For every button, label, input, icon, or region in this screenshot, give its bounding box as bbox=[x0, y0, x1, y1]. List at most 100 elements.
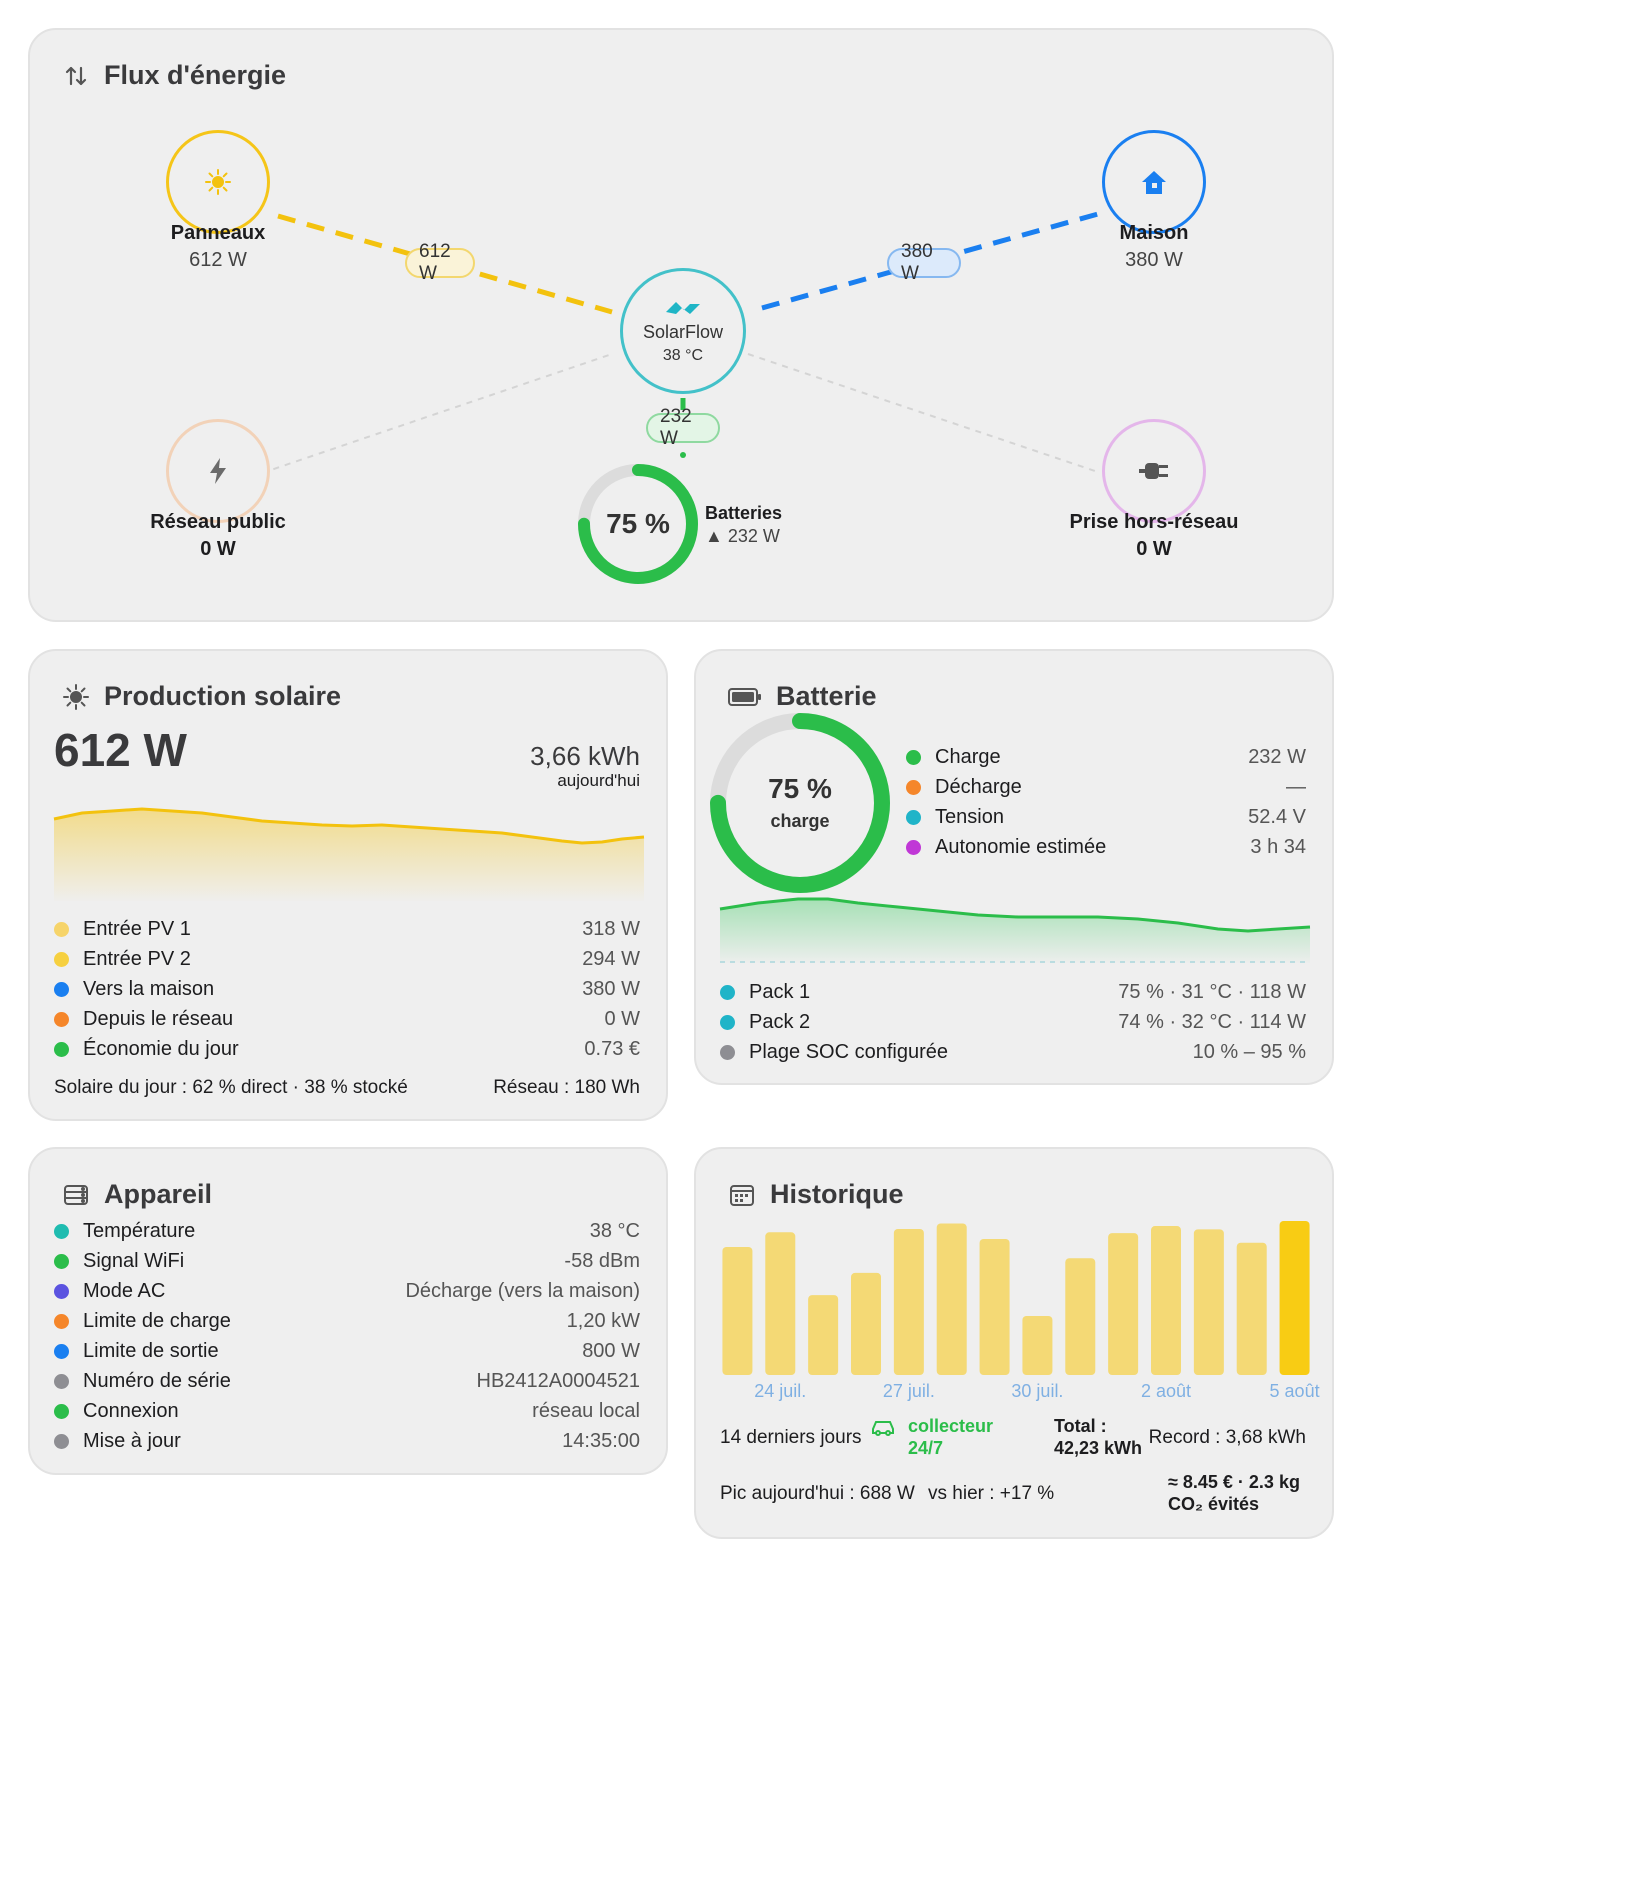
history-bar[interactable] bbox=[765, 1232, 796, 1375]
solar-stat-label: Entrée PV 2 bbox=[83, 947, 191, 970]
plug-icon bbox=[1139, 463, 1168, 479]
solar-energy: 3,66 kWh bbox=[530, 741, 640, 771]
offgrid-label: Prise hors-réseau bbox=[1069, 511, 1239, 533]
solar-stat-row: Entrée PV 2 294 W bbox=[54, 941, 640, 977]
device-stat-value: 38 °C bbox=[589, 1219, 640, 1242]
sun-icon bbox=[205, 169, 231, 195]
battery-stat-value: 52.4 V bbox=[1248, 805, 1306, 828]
solar-sparkline bbox=[53, 807, 645, 901]
history-bar-chart bbox=[722, 1221, 1310, 1375]
house-icon bbox=[1142, 171, 1166, 194]
device-stat-value: 1,20 kW bbox=[566, 1309, 640, 1332]
device-stat-row: Mode AC Décharge (vers la maison) bbox=[54, 1273, 640, 1309]
house-label: Maison bbox=[1119, 222, 1189, 244]
solar-stat-dot bbox=[54, 1011, 69, 1027]
solar-stat-label: Vers la maison bbox=[83, 977, 215, 1000]
history-bar[interactable] bbox=[979, 1238, 1010, 1375]
offgrid-node[interactable] bbox=[1102, 419, 1206, 523]
history-tick-label: 27 juil. bbox=[882, 1381, 935, 1401]
device-stat-value: 14:35:00 bbox=[562, 1429, 640, 1452]
history-bar[interactable] bbox=[1236, 1242, 1267, 1375]
panels-node[interactable] bbox=[166, 130, 270, 234]
battery-pack-row: Pack 2 74 % · 32 °C · 114 W bbox=[720, 1004, 1306, 1040]
history-bar[interactable] bbox=[1279, 1221, 1310, 1375]
device-stat-dot bbox=[54, 1373, 69, 1389]
device-stat-row: Mise à jour 14:35:00 bbox=[54, 1423, 640, 1459]
solar-title-text: Production solaire bbox=[104, 681, 342, 711]
battery-card: Batterie 75 % charge Charge 232 W Décharge… bbox=[694, 649, 1334, 1085]
energy-flow-card: Flux d'énergie Panneaux 612 W 612 W Mais… bbox=[28, 28, 1334, 622]
flow-arrows-icon bbox=[65, 66, 87, 85]
battery-pack-value: 74 % · 32 °C · 114 W bbox=[1118, 1010, 1306, 1033]
device-stat-label: Température bbox=[83, 1219, 196, 1242]
history-bar[interactable] bbox=[1151, 1226, 1181, 1375]
device-stat-row: Limite de sortie 800 W bbox=[54, 1333, 640, 1369]
battery-pack-label: Pack 1 bbox=[749, 980, 811, 1003]
history-bar[interactable] bbox=[808, 1295, 839, 1375]
battery-pack-row: Pack 1 75 % · 31 °C · 118 W bbox=[720, 974, 1306, 1010]
solar-stat-label: Entrée PV 1 bbox=[83, 917, 191, 940]
history-bar[interactable] bbox=[851, 1272, 881, 1375]
grid-node[interactable] bbox=[166, 419, 270, 523]
flow-lines bbox=[261, 211, 1099, 474]
device-stat-value: HB2412A0004521 bbox=[476, 1369, 640, 1392]
device-stat-label: Mise à jour bbox=[83, 1429, 181, 1452]
battery-stat-row: Autonomie estimée 3 h 34 bbox=[906, 829, 1306, 865]
device-stat-value: Décharge (vers la maison) bbox=[405, 1279, 640, 1302]
offgrid-value: 0 W bbox=[1136, 538, 1172, 560]
history-bar[interactable] bbox=[1065, 1258, 1096, 1375]
history-title: Historique bbox=[728, 1179, 904, 1210]
battery-stat-dot bbox=[906, 839, 921, 855]
history-bar[interactable] bbox=[1022, 1315, 1053, 1375]
battery-sparkline bbox=[719, 897, 1311, 963]
battery-stat-label: Décharge bbox=[935, 775, 1022, 798]
solarflow-hub-node[interactable]: SolarFlow 38 °C bbox=[620, 268, 746, 394]
history-bar[interactable] bbox=[722, 1246, 753, 1375]
history-bar[interactable] bbox=[1108, 1233, 1139, 1375]
battery-icon bbox=[728, 687, 761, 706]
device-stat-row: Température 38 °C bbox=[54, 1213, 640, 1249]
battery-stat-row: Décharge — bbox=[906, 769, 1306, 805]
device-rack-icon bbox=[64, 1184, 88, 1205]
device-card: Appareil Température 38 °C Signal WiFi -58 … bbox=[28, 1147, 668, 1475]
history-peak: Pic aujourd'hui : 688 W bbox=[720, 1483, 915, 1504]
battery-stat-value: — bbox=[1286, 775, 1306, 798]
battery-pack-value: 75 % · 31 °C · 118 W bbox=[1118, 980, 1306, 1003]
battery-stat-label: Tension bbox=[935, 805, 1004, 828]
solar-stat-value: 318 W bbox=[582, 917, 640, 940]
history-tick-label: 2 août bbox=[1140, 1381, 1192, 1401]
battery-pack-dot bbox=[720, 984, 735, 1000]
history-range-label: 14 derniers jours bbox=[720, 1427, 862, 1448]
battery-pack-dot bbox=[720, 1014, 735, 1030]
battery-stat-value: 232 W bbox=[1248, 745, 1306, 768]
device-stat-dot bbox=[54, 1313, 69, 1329]
history-bar[interactable] bbox=[936, 1223, 967, 1375]
solar-stat-row: Depuis le réseau 0 W bbox=[54, 1001, 640, 1037]
history-bar[interactable] bbox=[1193, 1229, 1224, 1375]
solar-stat-dot bbox=[54, 951, 69, 967]
lightning-icon bbox=[210, 458, 226, 484]
battery-charge-ring bbox=[710, 713, 890, 893]
device-stat-row: Limite de charge 1,20 kW bbox=[54, 1303, 640, 1339]
history-record: Record : 3,68 kWh bbox=[1148, 1427, 1306, 1448]
battery-title-text: Batterie bbox=[776, 681, 877, 711]
history-savings: ≈ 8.45 € · 2.3 kg CO₂ évités bbox=[1168, 1472, 1300, 1514]
battery-stat-dot bbox=[906, 779, 921, 795]
device-stat-row: Connexion réseau local bbox=[54, 1393, 640, 1429]
battery-stat-dot bbox=[906, 749, 921, 765]
solar-stat-dot bbox=[54, 981, 69, 997]
device-title-text: Appareil bbox=[104, 1179, 213, 1209]
battery-pack-value: 10 % – 95 % bbox=[1192, 1040, 1306, 1063]
solar-stat-label: Économie du jour bbox=[83, 1037, 239, 1060]
history-bar[interactable] bbox=[893, 1228, 924, 1375]
history-total: Total : 42,23 kWh bbox=[1054, 1416, 1143, 1458]
house-link-value: 380 W bbox=[887, 241, 961, 284]
device-stat-row: Signal WiFi -58 dBm bbox=[54, 1243, 640, 1279]
device-stat-row: Numéro de série HB2412A0004521 bbox=[54, 1363, 640, 1399]
battery-stat-label: Autonomie estimée bbox=[935, 835, 1107, 858]
house-node[interactable] bbox=[1102, 130, 1206, 234]
solarflow-label: SolarFlow bbox=[642, 321, 724, 342]
solarflow-temp: 38 °C bbox=[662, 346, 704, 364]
history-tick-label: 30 juil. bbox=[1011, 1381, 1064, 1401]
history-tick-label: 24 juil. bbox=[754, 1381, 807, 1401]
